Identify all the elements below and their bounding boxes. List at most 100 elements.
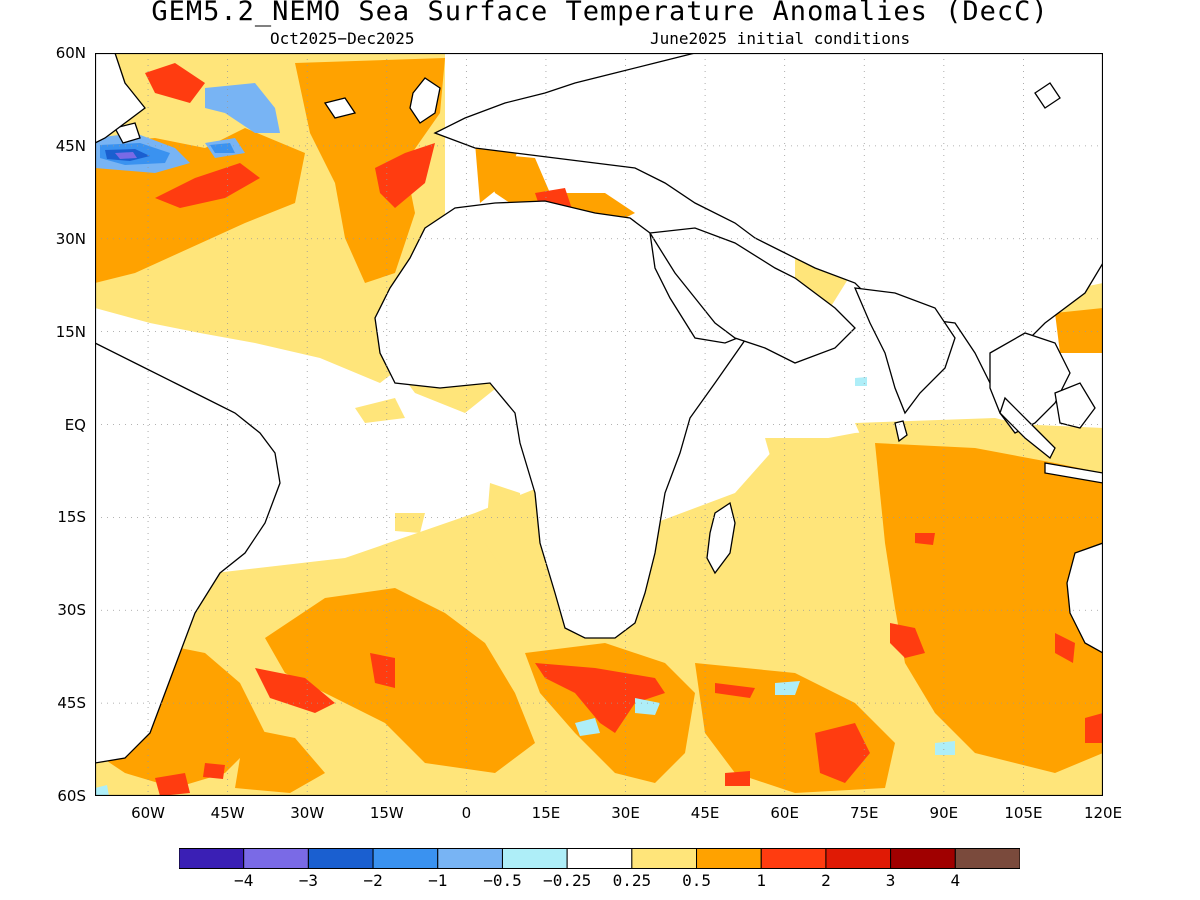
anomaly-region (145, 63, 205, 103)
anomaly-region (255, 668, 335, 713)
land-europe (433, 53, 1103, 385)
colorbar-swatch (501, 848, 568, 869)
longitude-tick-label: 30W (290, 804, 325, 822)
anomaly-region (875, 443, 1103, 773)
land-india (853, 287, 956, 415)
land-africa (374, 200, 752, 639)
longitude-tick-label: 60W (131, 804, 166, 822)
anomaly-region (1055, 633, 1075, 663)
anomaly-region (535, 663, 665, 733)
longitude-tick-label: 30E (611, 804, 640, 822)
anomaly-region (815, 723, 870, 783)
longitude-tick-label: 15W (369, 804, 404, 822)
land-uk (409, 77, 441, 124)
land-australia (1066, 542, 1103, 654)
longitude-tick-label: 45E (690, 804, 720, 822)
colorbar-tick-label: −3 (298, 871, 319, 890)
latitude-tick-label: 15S (57, 508, 86, 527)
map-title: GEM5.2_NEMO Sea Surface Temperature Anom… (151, 0, 1049, 27)
colorbar-swatches (178, 848, 1021, 869)
colorbar-swatch (437, 848, 503, 869)
longitude-tick-label: 120E (1083, 804, 1123, 822)
colorbar-tick-label: −2 (363, 871, 383, 890)
anomaly-region (265, 588, 535, 773)
anomaly-region (855, 377, 867, 386)
anomaly-region (210, 143, 235, 153)
anomaly-region (725, 771, 750, 786)
anomaly-region (205, 83, 280, 133)
latitude-tick-label: 60S (57, 787, 86, 805)
colorbar-tick-label: 3 (885, 871, 896, 890)
colorbar-tick-label: −0.25 (543, 871, 592, 890)
land-south-america (95, 342, 281, 764)
anomaly-region (485, 483, 525, 573)
anomaly-region (1055, 308, 1103, 353)
latitude-tick-label: 60N (55, 44, 86, 62)
land-sri-lanka (894, 420, 908, 443)
anomaly-region (765, 438, 855, 493)
colorbar-swatch (954, 848, 1021, 869)
anomaly-region (155, 163, 260, 208)
latitude-tick-label: EQ (64, 415, 86, 434)
land-arabia (648, 227, 856, 364)
longitude-tick-label: 45W (210, 804, 245, 822)
map-frame (95, 53, 1103, 796)
colorbar-swatch (243, 848, 309, 869)
colorbar-tick-label: 4 (950, 871, 961, 890)
colorbar-tick-label: 2 (821, 871, 831, 890)
land-java (1044, 462, 1103, 484)
colorbar-tick-label: 0.5 (682, 871, 711, 890)
anomaly-region (395, 513, 425, 533)
anomaly-region (715, 683, 755, 698)
initial-conditions-label: June2025 initial conditions (650, 29, 911, 48)
longitude-tick-label: 105E (1004, 804, 1043, 822)
anomaly-region (890, 623, 925, 658)
anomaly-region (575, 718, 600, 736)
land-sumatra (999, 396, 1056, 460)
colorbar-swatch (178, 848, 245, 869)
anomaly-region (635, 698, 660, 715)
land-masses (95, 53, 1103, 764)
anomaly-region (95, 785, 109, 796)
colorbar-tick-label: −1 (428, 871, 448, 890)
colorbar (178, 848, 1021, 869)
land-madagascar (706, 501, 736, 575)
land-greenland-iceland (323, 97, 357, 119)
latitude-tick-label: 15N (55, 322, 86, 341)
colorbar-swatch (566, 848, 633, 869)
land-north-america (95, 53, 146, 144)
colorbar-tick-label: 1 (756, 871, 767, 890)
longitude-tick-label: 90E (929, 804, 959, 822)
anomaly-region (203, 763, 225, 779)
anomaly-region (480, 153, 635, 228)
anomaly-region (235, 728, 325, 793)
anomaly-region (355, 398, 405, 423)
latitude-tick-label: 30N (55, 229, 86, 248)
colorbar-tick-label: −4 (234, 871, 254, 890)
anomaly-region (115, 152, 137, 159)
anomaly-layer-neg0.25 (95, 291, 1053, 796)
gridlines (95, 53, 1103, 796)
longitude-tick-label: 75E (849, 804, 879, 822)
longitude-tick-label: 0 (461, 804, 472, 822)
colorbar-swatch (760, 848, 827, 869)
latitude-tick-label: 45N (55, 136, 86, 155)
colorbar-tick-label: 0.25 (612, 871, 652, 890)
colorbar-tick-label: −0.5 (483, 871, 522, 890)
colorbar-swatch (890, 848, 956, 869)
anomaly-region (915, 533, 935, 545)
anomaly-layer-neg3 (115, 152, 137, 159)
map-border (95, 53, 1103, 796)
colorbar-swatch (372, 848, 439, 869)
forecast-period: Oct2025−Dec2025 (270, 29, 415, 48)
colorbar-swatch (696, 848, 762, 869)
anomaly-region (155, 773, 190, 796)
latitude-tick-label: 45S (57, 694, 86, 713)
colorbar-swatch (631, 848, 698, 869)
colorbar-swatch (825, 848, 892, 869)
anomaly-region (370, 653, 395, 688)
anomaly-region (935, 741, 955, 755)
anomaly-region (1085, 713, 1103, 743)
sst-anomaly-map (95, 53, 1103, 796)
land-newfoundland (114, 122, 141, 144)
